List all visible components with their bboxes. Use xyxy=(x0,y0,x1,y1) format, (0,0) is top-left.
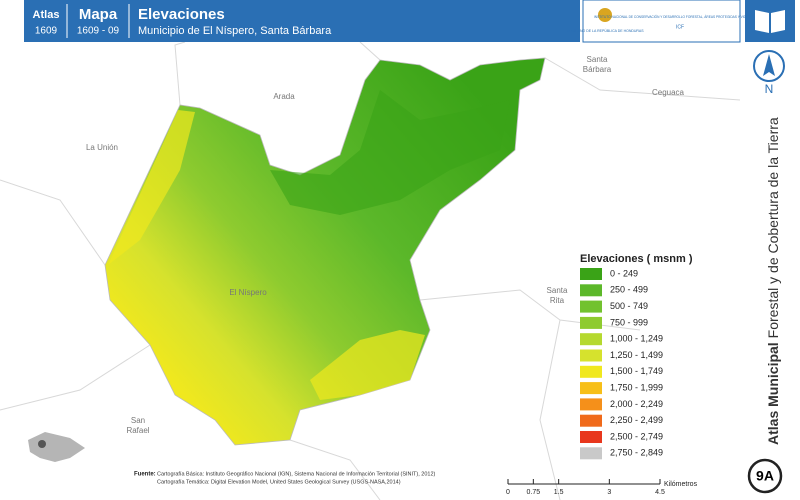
elevation-zone xyxy=(108,110,195,265)
boundaries xyxy=(0,41,741,500)
scale-tick-label: 1.5 xyxy=(554,489,564,496)
legend-swatch xyxy=(580,349,602,362)
place-label: Arada xyxy=(273,92,295,101)
place-label: Santa xyxy=(547,286,568,295)
legend: 0 - 249 250 - 499 500 - 749 750 - 999 1,000 … xyxy=(580,268,663,460)
logo-text: GOBIERNO DE LA REPÚBLICA DE HONDURAS xyxy=(566,29,644,33)
legend-label: 1,500 - 1,749 xyxy=(610,366,663,376)
atlas-label: Atlas xyxy=(33,9,60,21)
scale-tick-label: 4.5 xyxy=(655,489,665,496)
legend-label: 1,250 - 1,499 xyxy=(610,350,663,360)
scale-bar: 0 0.75 1.5 3 4.5 xyxy=(506,479,665,496)
legend-swatch xyxy=(580,447,602,460)
legend-label: 2,750 - 2,849 xyxy=(610,448,663,458)
legend-swatch xyxy=(580,316,602,329)
header-bar xyxy=(24,0,580,42)
legend-swatch xyxy=(580,365,602,378)
source-line: Cartografía Básica: Instituto Geográfico… xyxy=(157,471,436,477)
source-label: Fuente: xyxy=(134,472,156,478)
subtitle: Municipio de El Níspero, Santa Bárbara xyxy=(138,25,332,37)
scale-unit: Kilómetros xyxy=(664,481,698,488)
place-label: San xyxy=(131,416,145,425)
legend-swatch xyxy=(580,414,602,427)
legend-label: 2,000 - 2,249 xyxy=(610,399,663,409)
elevation-zone xyxy=(270,90,510,215)
place-label: Rafael xyxy=(126,426,149,435)
legend-swatch xyxy=(580,268,602,280)
inset-country xyxy=(28,432,85,462)
place-label: La Unión xyxy=(86,143,118,152)
inset-location xyxy=(38,440,46,448)
legend-label: 1,750 - 1,999 xyxy=(610,382,663,392)
legend-label: 0 - 249 xyxy=(610,268,638,278)
legend-swatch xyxy=(580,284,602,297)
book-icon-bg xyxy=(745,0,795,42)
title: Elevaciones xyxy=(138,6,225,23)
source-line: Cartografía Temática: Digital Elevation … xyxy=(157,479,401,485)
badge xyxy=(747,458,783,494)
legend-swatch xyxy=(580,398,602,411)
legend-swatch xyxy=(580,333,602,346)
mapa-code: 1609 - 09 xyxy=(77,26,120,37)
side-title: Atlas Municipal Forestal y de Cobertura d… xyxy=(765,117,781,445)
elevation-zone xyxy=(310,330,425,400)
legend-label: 750 - 999 xyxy=(610,317,648,327)
scale-tick-label: 0 xyxy=(506,489,510,496)
badge-label: 9A xyxy=(756,468,774,484)
place-label: Ceguaca xyxy=(652,88,685,97)
north-label: N xyxy=(765,82,774,96)
north-arrow xyxy=(763,54,775,76)
place-label: Santa xyxy=(587,55,608,64)
mapa-label: Mapa xyxy=(79,6,118,23)
side-title-rest: Forestal y de Cobertura de la Tierra xyxy=(765,117,781,338)
place-label: Rita xyxy=(550,296,565,305)
book-icon xyxy=(755,10,785,33)
logo-emblem xyxy=(598,8,612,22)
legend-label: 2,250 - 2,499 xyxy=(610,415,663,425)
side-title-bold: Atlas Municipal xyxy=(765,342,781,445)
legend-swatch xyxy=(580,300,602,313)
legend-title: Elevaciones ( msnm ) xyxy=(580,253,693,265)
legend-swatch xyxy=(580,382,602,395)
scale-tick-label: 3 xyxy=(607,489,611,496)
legend-label: 1,000 - 1,249 xyxy=(610,334,663,344)
place-label: El Níspero xyxy=(229,288,267,297)
legend-label: 500 - 749 xyxy=(610,301,648,311)
legend-label: 250 - 499 xyxy=(610,285,648,295)
place-labels: Arada La Unión Santa Bárbara Ceguaca El … xyxy=(86,55,685,435)
logo-text: INSTITUTO NACIONAL DE CONSERVACIÓN Y DES… xyxy=(594,14,766,19)
logo-box xyxy=(582,0,741,43)
place-label: Bárbara xyxy=(583,65,612,74)
logo-text: ICF xyxy=(676,24,684,30)
atlas-code: 1609 xyxy=(35,26,58,37)
scale-tick-label: 0.75 xyxy=(527,489,541,496)
legend-label: 2,500 - 2,749 xyxy=(610,431,663,441)
legend-swatch xyxy=(580,431,602,443)
